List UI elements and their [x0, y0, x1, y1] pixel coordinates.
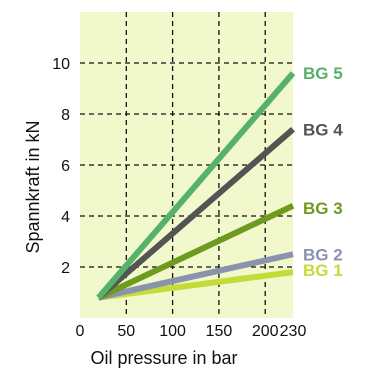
- x-tick-label: 230: [280, 323, 307, 340]
- series-labels: BG 1BG 2 BG 3 BG 4 BG 5: [303, 64, 343, 280]
- x-tick-label: 0: [76, 323, 85, 340]
- y-tick-label: 6: [61, 158, 70, 175]
- series-line-bg-3: [97, 203, 295, 301]
- x-tick-label: 200: [252, 323, 279, 340]
- series-label-bg-5: BG 5: [303, 64, 343, 83]
- series-label-bg-3: BG 3: [303, 199, 343, 218]
- y-tick-label: 4: [61, 209, 70, 226]
- x-axis-title: Oil pressure in bar: [90, 348, 237, 368]
- series-lines: [96, 71, 296, 301]
- series-line-bg-2: [97, 251, 294, 301]
- y-axis-title: Spannkraft in kN: [23, 120, 43, 253]
- plot-area: [80, 12, 293, 318]
- x-tick-label: 50: [117, 323, 135, 340]
- series-line-bg-4: [96, 127, 295, 300]
- x-tick-label: 100: [159, 323, 186, 340]
- series-label-bg-1: BG 1: [303, 261, 343, 280]
- series-line-bg-5: [96, 71, 296, 300]
- y-tick-label: 10: [52, 56, 70, 73]
- y-axis-ticks: 2 4 6 8 10: [52, 56, 70, 277]
- x-tick-label: 150: [206, 323, 233, 340]
- series-label-bg-4: BG 4: [303, 120, 343, 139]
- x-axis-ticks: 0 50 100 150 200 230: [76, 323, 307, 340]
- y-tick-label: 8: [61, 107, 70, 124]
- series-label-bg-2: BG 2: [303, 245, 343, 264]
- y-tick-label: 2: [61, 260, 70, 277]
